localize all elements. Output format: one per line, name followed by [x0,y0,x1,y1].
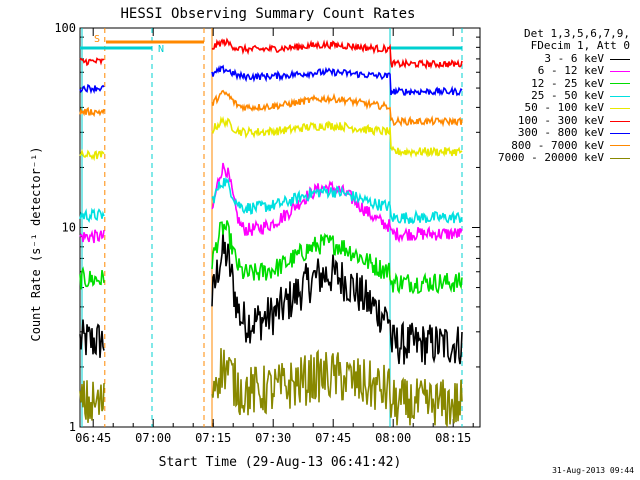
legend-item-label: 25 - 50 keV [531,89,604,103]
legend-item-swatch [610,58,630,60]
series-line [79,89,463,128]
x-tick-label: 07:30 [255,431,291,445]
legend-item: 12 - 25 keV [468,76,634,90]
y-tick-label: 100 [54,21,76,35]
x-tick-label: 08:15 [435,431,471,445]
series-line [79,176,463,225]
legend-item-label: 50 - 100 keV [524,101,604,115]
x-tick-label: 06:45 [75,431,111,445]
series-line [79,348,463,428]
y-tick-label: 1 [69,420,76,434]
legend-item-label: 800 - 7000 keV [511,138,604,152]
series-line [79,220,463,295]
legend-item: 3 - 6 keV [468,51,634,65]
legend-item: 6 - 12 keV [468,64,634,78]
legend-item-swatch [610,157,630,159]
series-line [79,37,463,70]
legend-item-swatch [610,70,630,72]
legend-item: 50 - 100 keV [468,102,634,114]
legend-item-label: 6 - 12 keV [537,64,604,78]
x-tick-label: 07:45 [315,431,351,445]
legend-header-line-1: Det 1,3,5,6,7,9, [524,27,630,40]
legend-item-swatch [610,83,630,85]
legend-item-swatch [610,95,630,97]
x-axis-label: Start Time (29-Aug-13 06:41:42) [159,455,402,470]
legend-item: 300 - 800 keV [468,126,634,140]
x-tick-label: 07:15 [195,431,231,445]
x-tick-label: 08:00 [375,431,411,445]
legend: Det 1,3,5,6,7,9, FDecim 1, Att 0 3 - 6 k… [468,27,634,165]
chart-title: HESSI Observing Summary Count Rates [120,6,415,22]
legend-item: 100 - 300 keV [468,113,634,127]
series-line [79,232,463,365]
legend-item-swatch [610,120,630,122]
s-marker-label: S [94,34,100,45]
y-tick-label: 10 [62,221,76,235]
legend-item-label: 12 - 25 keV [531,76,604,90]
legend-item: 7000 - 20000 keV [468,151,634,165]
legend-item-label: 3 - 6 keV [544,51,604,65]
footer-date: 31-Aug-2013 09:44 [552,466,634,475]
legend-item: 800 - 7000 keV [468,138,634,152]
legend-item-label: 300 - 800 keV [517,126,604,140]
legend-header-line-2: FDecim 1, Att 0 [530,39,630,53]
legend-item-swatch [610,132,630,134]
x-tick-label: 07:00 [135,431,171,445]
legend-item-swatch [610,145,630,147]
n-marker-label: N [158,44,164,55]
plot-area: 1 10 100 06:45 07:00 07:15 07:30 07:45 08:00 08:1… [54,21,481,445]
series-line [79,115,463,162]
legend-item: 25 - 50 keV [468,89,634,103]
series-line [79,64,463,97]
legend-item-label: 100 - 300 keV [517,113,604,127]
legend-item-swatch [610,108,630,110]
y-axis-label: Count Rate (s⁻¹ detector⁻¹) [29,146,43,341]
legend-item-label: 7000 - 20000 keV [498,151,604,165]
series-line [79,162,463,244]
